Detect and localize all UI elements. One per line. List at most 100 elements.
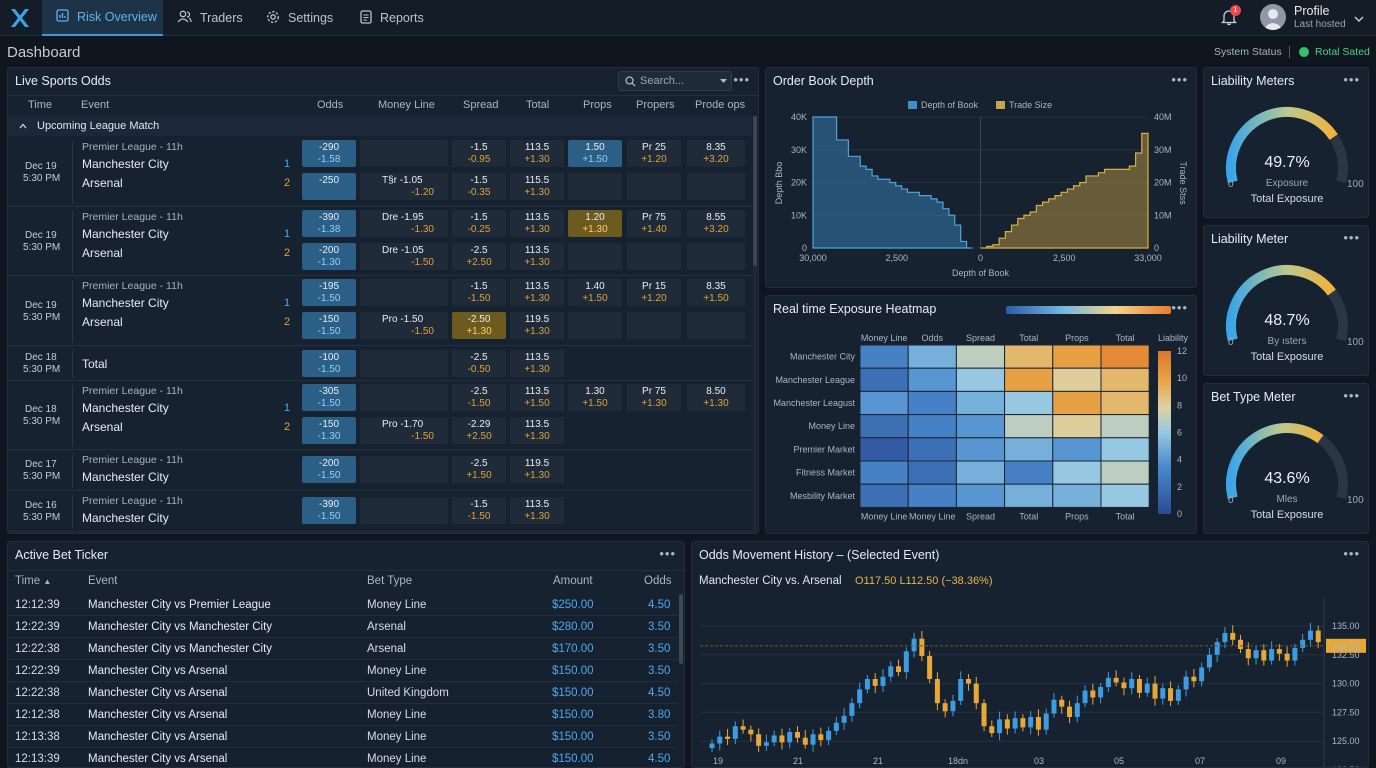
ticker-row[interactable]: 12:12:38 Manchester City vs Arsenal Money … — [8, 704, 678, 726]
ticker-row[interactable]: 12:22:38 Manchester City vs Manchester Ci… — [8, 638, 678, 660]
heatmap-cell[interactable] — [955, 344, 1006, 369]
cell-props[interactable]: 1.20 +1.30 — [568, 210, 622, 237]
more-options-icon[interactable]: ••• — [733, 72, 750, 87]
ticker-scrollbar[interactable] — [679, 594, 683, 664]
heatmap-cell[interactable] — [907, 460, 957, 485]
cell-odds[interactable]: -200 -1.50 — [302, 456, 356, 483]
col-propers[interactable]: Propers — [636, 99, 675, 111]
cell-total[interactable]: 113.5 +1.30 — [510, 497, 564, 524]
candle[interactable] — [1020, 718, 1026, 728]
more-options-icon[interactable]: ••• — [1343, 72, 1360, 87]
candle[interactable] — [1129, 678, 1135, 689]
heatmap-cell[interactable] — [1100, 437, 1150, 462]
candle[interactable] — [810, 734, 816, 745]
cell-total[interactable]: 113.5 +1.30 — [510, 417, 564, 444]
cell-propers[interactable]: Pr 75 +1.30 — [627, 384, 681, 411]
candle[interactable] — [1004, 719, 1010, 729]
heatmap-cell[interactable] — [859, 437, 909, 462]
col-spread[interactable]: Spread — [463, 99, 499, 111]
candle[interactable] — [1067, 706, 1073, 718]
candle[interactable] — [802, 737, 808, 745]
candle[interactable] — [849, 703, 855, 716]
candle[interactable] — [1191, 676, 1197, 682]
candle[interactable] — [1059, 699, 1065, 707]
candle[interactable] — [1300, 639, 1306, 648]
heatmap-cell[interactable] — [955, 460, 1006, 485]
heatmap-cell[interactable] — [1100, 483, 1150, 508]
cell-prode[interactable]: 8.35 +1.50 — [687, 279, 745, 306]
cell-spread[interactable]: -1.5 -1.50 — [452, 279, 506, 306]
candle[interactable] — [794, 731, 800, 738]
candle[interactable] — [1035, 717, 1041, 730]
ticker-row[interactable]: 12:13:39 Manchester City vs Arsenal Money … — [8, 748, 678, 767]
candle[interactable] — [1175, 689, 1181, 701]
candle[interactable] — [1136, 678, 1142, 693]
heatmap-cell[interactable] — [1052, 460, 1102, 485]
cell-propers[interactable]: Pr 15 +1.20 — [627, 279, 681, 306]
cell-spread[interactable]: -1.5 -0.25 — [452, 210, 506, 237]
cell-odds[interactable]: -150 -1.30 — [302, 417, 356, 444]
heatmap-cell[interactable] — [859, 414, 909, 439]
cell-spread[interactable]: -2.29 +2.50 — [452, 417, 506, 444]
candle[interactable] — [1292, 647, 1298, 661]
candle[interactable] — [911, 638, 917, 652]
heatmap-cell[interactable] — [907, 414, 957, 439]
cell-props[interactable]: 1.30 +1.50 — [568, 384, 622, 411]
cell-total[interactable]: 119.5 +1.30 — [510, 456, 564, 483]
more-options-icon[interactable]: ••• — [1343, 388, 1360, 403]
candle[interactable] — [1082, 690, 1088, 704]
candle[interactable] — [934, 678, 940, 704]
cell-odds[interactable]: -250 — [302, 173, 356, 200]
candle[interactable] — [896, 666, 902, 673]
heatmap-cell[interactable] — [1100, 367, 1150, 392]
cell-spread[interactable]: -1.5 -1.50 — [452, 497, 506, 524]
team-name[interactable]: Total — [82, 357, 108, 371]
candle[interactable] — [740, 726, 746, 730]
cell-total[interactable]: 113.5 +1.30 — [510, 350, 564, 377]
col-event[interactable]: Event — [81, 99, 110, 111]
cell-spread[interactable]: -1.5 -0.35 — [452, 173, 506, 200]
cell-odds[interactable]: -100 -1.50 — [302, 350, 356, 377]
ticker-row[interactable]: 12:22:38 Manchester City vs Arsenal United… — [8, 682, 678, 704]
candle[interactable] — [787, 731, 793, 743]
col-time[interactable]: Time ▲ — [15, 575, 51, 587]
candle[interactable] — [1253, 650, 1259, 659]
heatmap-cell[interactable] — [1004, 437, 1054, 462]
candle[interactable] — [1315, 630, 1321, 643]
cell-total[interactable]: 115.5 +1.30 — [510, 173, 564, 200]
col-event[interactable]: Event — [88, 575, 118, 587]
col-prode-ops[interactable]: Prode ops — [695, 99, 746, 111]
cell-props[interactable] — [568, 312, 622, 339]
cell-odds[interactable]: -390 -1.50 — [302, 497, 356, 524]
col-props[interactable]: Props — [583, 99, 612, 111]
candle[interactable] — [771, 735, 777, 743]
heatmap-cell[interactable] — [955, 483, 1006, 508]
team-name[interactable]: Manchester City — [82, 227, 169, 241]
candle[interactable] — [1284, 653, 1290, 661]
candle[interactable] — [779, 735, 785, 743]
ticker-row[interactable]: 12:22:39 Manchester City vs Arsenal Money … — [8, 660, 678, 682]
more-options-icon[interactable]: ••• — [1171, 72, 1188, 87]
candle[interactable] — [818, 734, 824, 741]
cell-total[interactable]: 113.5 +1.30 — [510, 210, 564, 237]
candle[interactable] — [872, 678, 878, 686]
candle[interactable] — [1183, 676, 1189, 690]
candle[interactable] — [717, 736, 723, 744]
heatmap-cell[interactable] — [1100, 344, 1150, 369]
candle[interactable] — [1074, 703, 1080, 718]
more-options-icon[interactable]: ••• — [1343, 546, 1360, 561]
cell-ml[interactable] — [360, 456, 448, 483]
cell-spread[interactable]: -2.5 -1.50 — [452, 384, 506, 411]
cell-ml[interactable]: Pro -1.70 -1.50 — [360, 417, 448, 444]
candle[interactable] — [1051, 699, 1057, 714]
heatmap-cell[interactable] — [859, 483, 909, 508]
candle[interactable] — [1307, 630, 1313, 640]
cell-prode[interactable] — [687, 173, 745, 200]
cell-odds[interactable]: -200 -1.30 — [302, 243, 356, 270]
candle[interactable] — [864, 678, 870, 690]
heatmap-cell[interactable] — [1052, 483, 1102, 508]
cell-props[interactable] — [568, 243, 622, 270]
candle[interactable] — [1098, 687, 1104, 698]
cell-ml[interactable]: Pro -1.50 -1.50 — [360, 312, 448, 339]
candle[interactable] — [1144, 683, 1150, 693]
